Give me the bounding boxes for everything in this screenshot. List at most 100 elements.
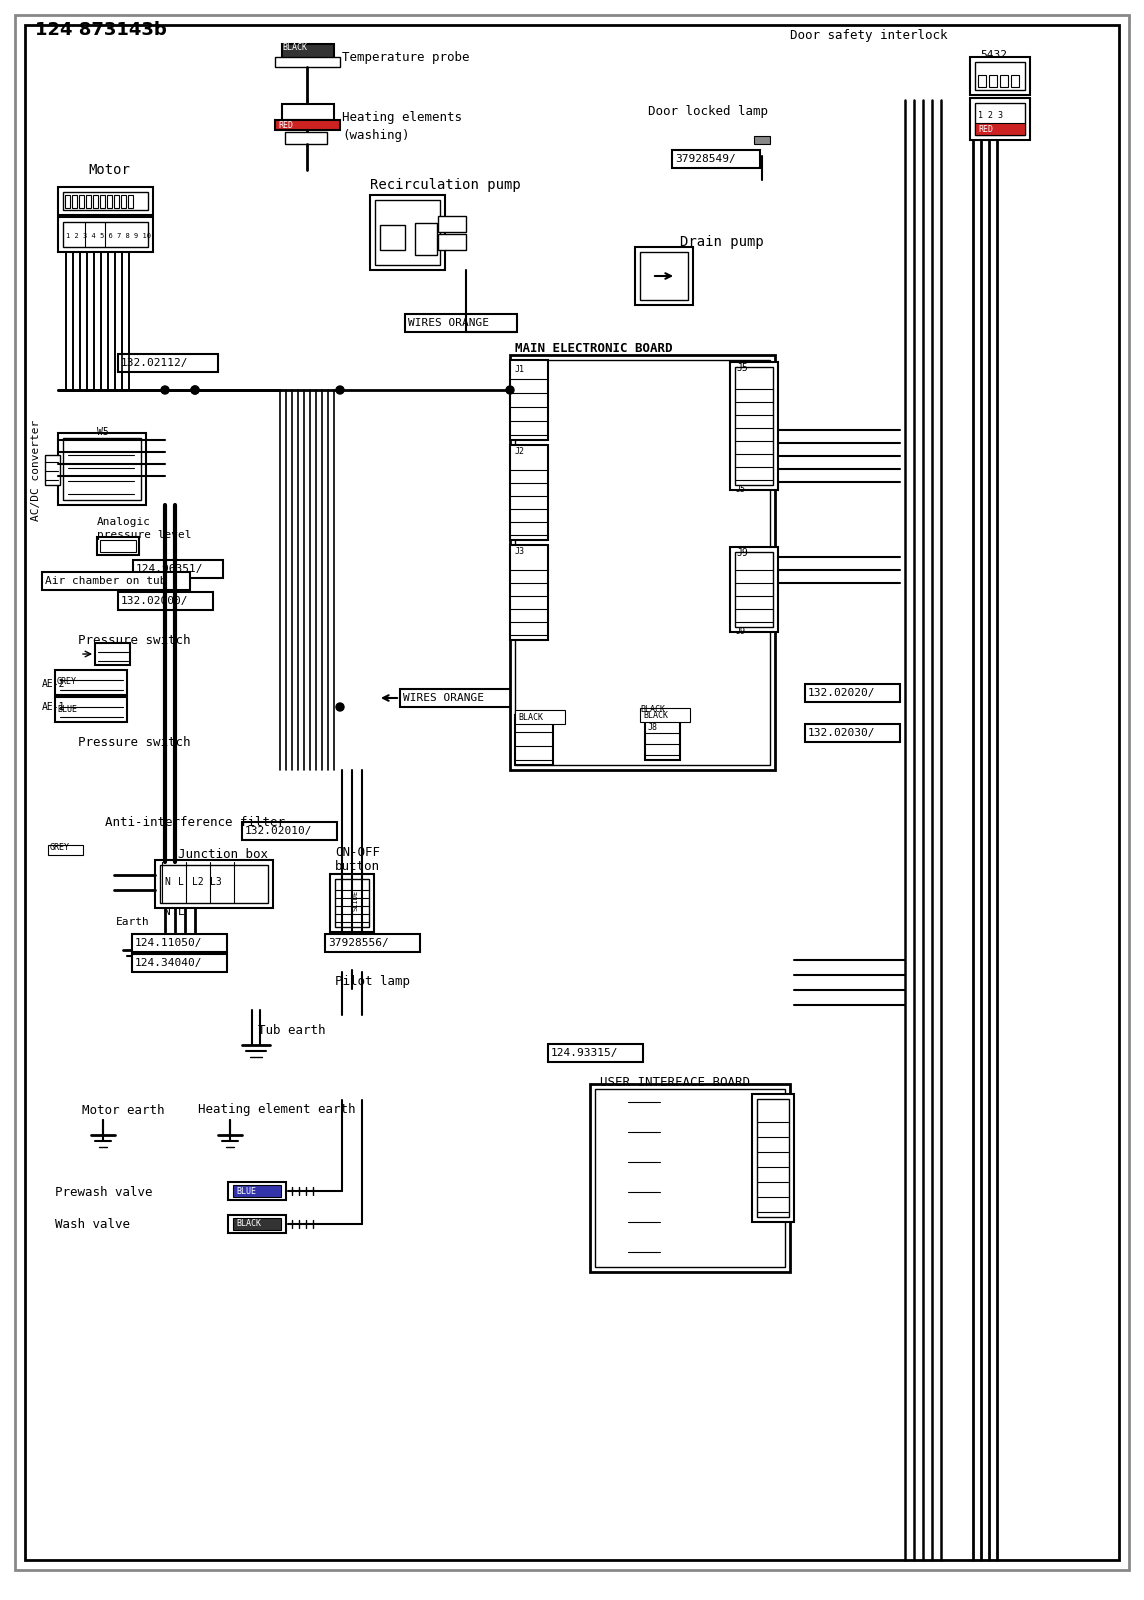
Bar [114, 195, 119, 208]
Bar [86, 195, 92, 208]
Bar [58, 434, 146, 506]
Bar [100, 541, 136, 552]
Text: USER INTERFACE BOARD: USER INTERFACE BOARD [599, 1075, 750, 1088]
Text: L3: L3 [210, 877, 222, 886]
Bar [283, 43, 334, 59]
Text: GREY: GREY [50, 843, 70, 853]
Text: Heating element earth: Heating element earth [198, 1104, 356, 1117]
Bar [975, 62, 1025, 90]
Bar [757, 1099, 789, 1218]
Text: pressure level: pressure level [97, 530, 191, 541]
Bar [515, 715, 553, 765]
Bar [275, 120, 340, 130]
Text: Junction box: Junction box [178, 848, 268, 861]
Bar [405, 314, 517, 333]
Bar [275, 58, 340, 67]
Bar [438, 234, 466, 250]
Bar [805, 685, 900, 702]
Text: button: button [335, 861, 380, 874]
Bar [510, 546, 548, 640]
Bar [400, 690, 513, 707]
Bar [97, 538, 140, 555]
Bar [118, 592, 213, 610]
Text: 124.34040/: 124.34040/ [135, 958, 202, 968]
Text: 124.93315/: 124.93315/ [551, 1048, 619, 1058]
Text: WIRES ORANGE: WIRES ORANGE [408, 318, 488, 328]
Bar [734, 552, 773, 627]
Text: GREY: GREY [57, 677, 77, 686]
Text: Prewash valve: Prewash valve [55, 1186, 152, 1198]
Bar [590, 1085, 791, 1272]
Text: AE-1: AE-1 [42, 702, 65, 712]
Text: ON-OFF: ON-OFF [335, 845, 380, 859]
Circle shape [506, 386, 514, 394]
Bar [515, 360, 770, 765]
Bar [438, 216, 466, 232]
Text: Heating elements: Heating elements [342, 112, 462, 125]
Text: 124.96351/: 124.96351/ [136, 565, 204, 574]
Bar [283, 104, 334, 120]
Bar [970, 58, 1030, 94]
Bar [154, 861, 273, 909]
Bar [121, 195, 126, 208]
Text: BLUE: BLUE [57, 704, 77, 714]
Bar [970, 98, 1030, 141]
Text: N: N [162, 907, 169, 917]
Bar [510, 445, 548, 541]
Bar [325, 934, 420, 952]
Text: 124 873143b: 124 873143b [35, 21, 167, 38]
Bar [1011, 75, 1019, 86]
Text: J9: J9 [736, 547, 748, 558]
Bar [672, 150, 760, 168]
Bar [100, 195, 105, 208]
Bar [548, 1043, 643, 1062]
Bar [375, 200, 440, 266]
Text: RED: RED [978, 125, 993, 133]
Bar [730, 547, 778, 632]
Text: WIRES ORANGE: WIRES ORANGE [403, 693, 484, 702]
Text: J5: J5 [736, 363, 748, 373]
Text: AE-2: AE-2 [42, 678, 65, 690]
Bar [55, 698, 127, 722]
Text: Wash valve: Wash valve [55, 1219, 130, 1232]
Bar [335, 878, 370, 926]
Bar [978, 75, 986, 86]
Bar [639, 251, 688, 301]
Bar [1000, 75, 1008, 86]
Text: Temperature probe: Temperature probe [342, 51, 469, 64]
Bar [133, 560, 223, 578]
Bar [752, 1094, 794, 1222]
Bar [635, 246, 693, 306]
Bar [108, 195, 112, 208]
Bar [228, 1214, 286, 1234]
Text: 132.02000/: 132.02000/ [121, 595, 189, 606]
Bar [63, 192, 148, 210]
Text: 132.02010/: 132.02010/ [245, 826, 312, 835]
Text: Pressure switch: Pressure switch [78, 736, 191, 749]
Text: BLACK: BLACK [236, 1219, 261, 1229]
Bar [975, 102, 1025, 134]
Circle shape [50, 867, 94, 912]
Bar [233, 1218, 281, 1230]
Circle shape [161, 386, 169, 394]
Text: Drain pump: Drain pump [680, 235, 764, 250]
Text: BLACK: BLACK [643, 710, 668, 720]
Text: Earth: Earth [116, 917, 150, 926]
Circle shape [336, 386, 344, 394]
Bar [95, 643, 130, 666]
Text: 132.02020/: 132.02020/ [808, 688, 875, 698]
Bar [329, 874, 374, 931]
Bar [132, 934, 227, 952]
Text: 1 2 3: 1 2 3 [978, 112, 1003, 120]
Text: 1 2 3 4 5 6 7 8 9 10: 1 2 3 4 5 6 7 8 9 10 [66, 234, 151, 238]
Bar [415, 222, 437, 254]
Text: BLACK: BLACK [283, 43, 307, 53]
Bar [228, 1182, 286, 1200]
Bar [639, 707, 690, 722]
Text: J9: J9 [736, 627, 746, 637]
Circle shape [191, 386, 199, 394]
Text: BLUE: BLUE [236, 1187, 256, 1195]
Text: SLIDE: SLIDE [353, 890, 359, 910]
Text: L: L [178, 907, 184, 917]
Text: L: L [178, 877, 184, 886]
